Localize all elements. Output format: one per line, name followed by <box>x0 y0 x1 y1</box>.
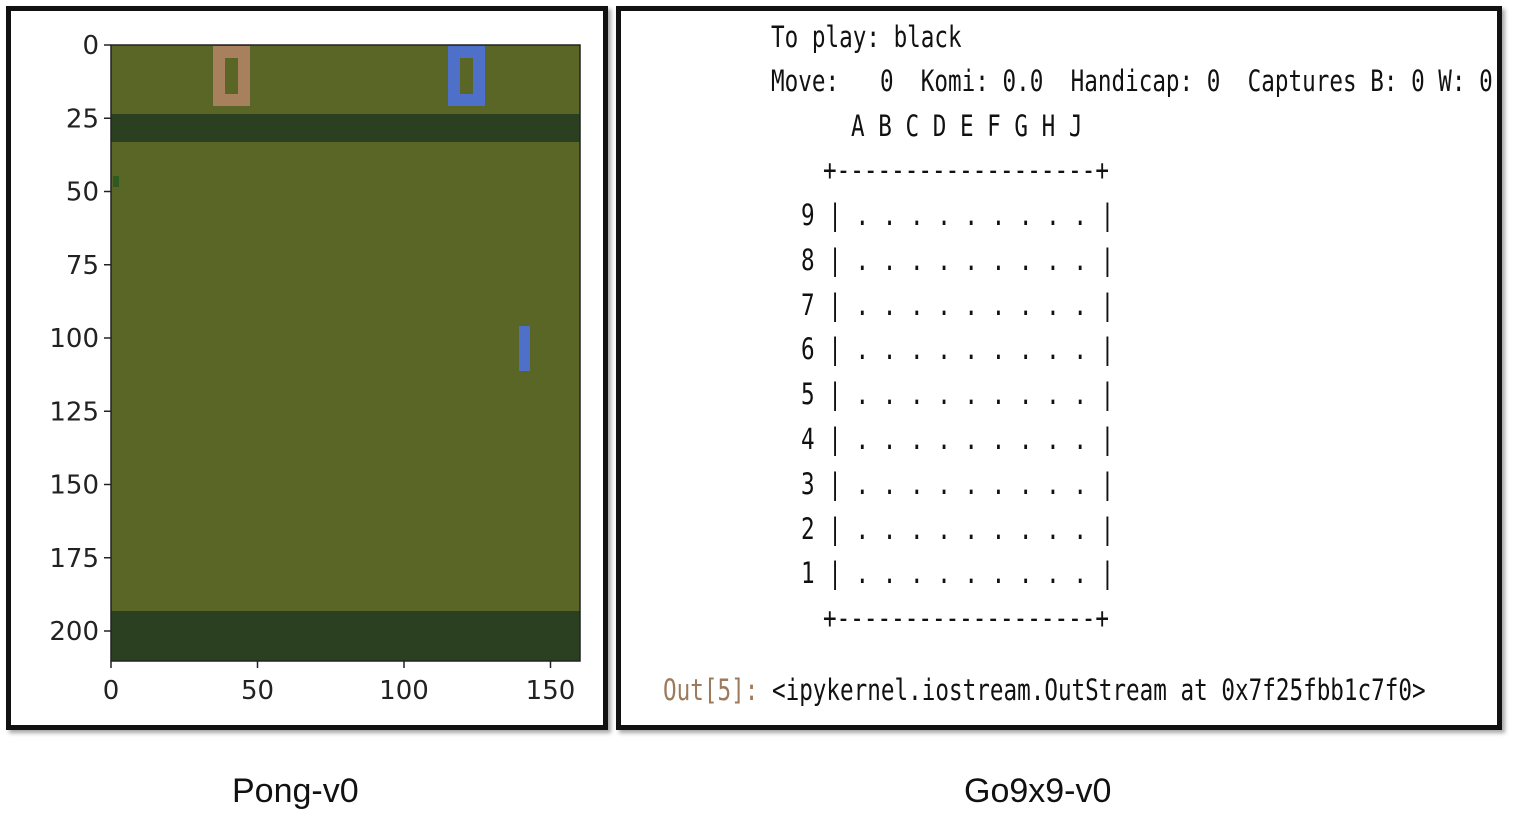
y-tick-label: 25 <box>66 104 99 134</box>
y-tick-label: 175 <box>49 544 99 574</box>
x-axis-ticks: 0 50 100 150 <box>103 661 576 706</box>
pong-plot: 0 25 50 75 100 125 150 175 200 0 50 100 150 <box>11 11 603 725</box>
x-tick-label: 50 <box>241 676 274 706</box>
row-cells: | . . . . . . . . . | <box>828 377 1114 411</box>
row-number: 5 <box>801 377 815 411</box>
y-tick-label: 100 <box>49 324 99 354</box>
board-row: 4 | . . . . . . . . . | <box>801 425 1114 454</box>
row-cells: | . . . . . . . . . | <box>828 243 1114 277</box>
pong-bottom-band <box>111 611 580 661</box>
row-number: 2 <box>801 512 815 546</box>
board-row: 6 | . . . . . . . . . | <box>801 335 1114 364</box>
right-paddle <box>519 326 530 371</box>
row-number: 6 <box>801 332 815 366</box>
left-paddle-edge <box>113 176 119 187</box>
row-number: 9 <box>801 198 815 232</box>
out-value: <ipykernel.iostream.OutStream at 0x7f25f… <box>772 673 1426 707</box>
row-cells: | . . . . . . . . . | <box>828 556 1114 590</box>
board-row: 8 | . . . . . . . . . | <box>801 246 1114 275</box>
row-cells: | . . . . . . . . . | <box>828 288 1114 322</box>
row-cells: | . . . . . . . . . | <box>828 512 1114 546</box>
pong-caption: Pong-v0 <box>232 772 359 811</box>
board-bottom-border: +-------------------+ <box>823 604 1109 633</box>
row-number: 7 <box>801 288 815 322</box>
output-line: Out[5]: <ipykernel.iostream.OutStream at… <box>663 676 1426 705</box>
row-number: 4 <box>801 422 815 456</box>
board-row: 3 | . . . . . . . . . | <box>801 470 1114 499</box>
board-top-border: +-------------------+ <box>823 156 1109 185</box>
y-tick-label: 50 <box>66 178 99 208</box>
go-caption: Go9x9-v0 <box>964 772 1111 811</box>
board-row: 7 | . . . . . . . . . | <box>801 291 1114 320</box>
board-row: 9 | . . . . . . . . . | <box>801 201 1114 230</box>
x-tick-label: 100 <box>379 676 429 706</box>
y-tick-label: 150 <box>49 471 99 501</box>
pong-frame-panel: 0 25 50 75 100 125 150 175 200 0 50 100 150 <box>6 6 608 730</box>
y-tick-label: 200 <box>49 617 99 647</box>
x-tick-label: 0 <box>103 676 120 706</box>
board-row: 1 | . . . . . . . . . | <box>801 559 1114 588</box>
x-tick-label: 150 <box>526 676 576 706</box>
row-number: 3 <box>801 467 815 501</box>
out-prompt: Out[5]: <box>663 673 758 707</box>
right-score-digit <box>448 46 485 106</box>
row-number: 8 <box>801 243 815 277</box>
status-line: Move: 0 Komi: 0.0 Handicap: 0 Captures B… <box>771 67 1493 96</box>
y-axis-ticks: 0 25 50 75 100 125 150 175 200 <box>49 31 111 647</box>
row-number: 1 <box>801 556 815 590</box>
to-play-line: To play: black <box>771 23 962 52</box>
y-tick-label: 125 <box>49 397 99 427</box>
y-tick-label: 0 <box>82 31 99 61</box>
y-tick-label: 75 <box>66 251 99 281</box>
board-row: 2 | . . . . . . . . . | <box>801 515 1114 544</box>
board-row: 5 | . . . . . . . . . | <box>801 380 1114 409</box>
row-cells: | . . . . . . . . . | <box>828 198 1114 232</box>
row-cells: | . . . . . . . . . | <box>828 467 1114 501</box>
row-cells: | . . . . . . . . . | <box>828 332 1114 366</box>
column-labels: A B C D E F G H J <box>851 112 1083 141</box>
go-console-panel: To play: black Move: 0 Komi: 0.0 Handica… <box>616 6 1502 730</box>
row-cells: | . . . . . . . . . | <box>828 422 1114 456</box>
left-score-digit <box>213 46 250 106</box>
pong-top-band <box>111 114 580 142</box>
